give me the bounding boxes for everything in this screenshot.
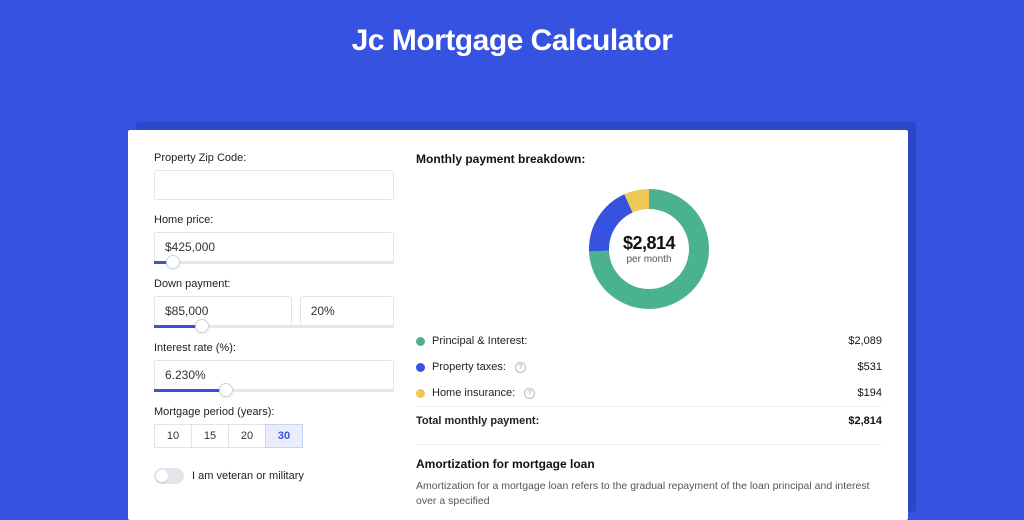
down-payment-percent-input[interactable] bbox=[300, 296, 394, 326]
interest-rate-field: Interest rate (%): bbox=[154, 342, 394, 392]
down-payment-amount-input[interactable] bbox=[154, 296, 292, 326]
down-payment-slider[interactable] bbox=[154, 325, 394, 328]
payment-donut-chart: $2,814 per month bbox=[584, 184, 714, 314]
legend-dot bbox=[416, 337, 425, 346]
legend-label: Home insurance: bbox=[432, 387, 515, 399]
slider-thumb[interactable] bbox=[219, 383, 233, 397]
home-price-label: Home price: bbox=[154, 214, 394, 226]
calculator-card: Property Zip Code: Home price: Down paym… bbox=[128, 130, 908, 520]
legend-dot bbox=[416, 363, 425, 372]
info-icon[interactable]: ? bbox=[524, 388, 535, 399]
legend-row: Property taxes:? $531 bbox=[416, 354, 882, 380]
zip-field: Property Zip Code: bbox=[154, 152, 394, 200]
period-option-20[interactable]: 20 bbox=[228, 424, 266, 448]
breakdown-column: Monthly payment breakdown: $2,814 per mo… bbox=[416, 152, 882, 498]
interest-rate-input[interactable] bbox=[154, 360, 394, 390]
veteran-toggle-row: I am veteran or military bbox=[154, 468, 394, 484]
legend-dot bbox=[416, 389, 425, 398]
legend-value: $194 bbox=[858, 387, 882, 399]
page-title: Jc Mortgage Calculator bbox=[0, 0, 1024, 78]
amortization-section: Amortization for mortgage loan Amortizat… bbox=[416, 444, 882, 509]
amortization-text: Amortization for a mortgage loan refers … bbox=[416, 479, 882, 509]
legend-label: Property taxes: bbox=[432, 361, 506, 373]
slider-thumb[interactable] bbox=[166, 255, 180, 269]
interest-rate-label: Interest rate (%): bbox=[154, 342, 394, 354]
down-payment-label: Down payment: bbox=[154, 278, 394, 290]
mortgage-period-field: Mortgage period (years): 10152030 bbox=[154, 406, 394, 448]
veteran-label: I am veteran or military bbox=[192, 470, 304, 482]
home-price-field: Home price: bbox=[154, 214, 394, 264]
interest-rate-slider[interactable] bbox=[154, 389, 394, 392]
total-value: $2,814 bbox=[848, 415, 882, 427]
total-label: Total monthly payment: bbox=[416, 415, 539, 427]
down-payment-field: Down payment: bbox=[154, 278, 394, 328]
zip-label: Property Zip Code: bbox=[154, 152, 394, 164]
legend-label: Principal & Interest: bbox=[432, 335, 527, 347]
toggle-knob bbox=[156, 470, 168, 482]
form-column: Property Zip Code: Home price: Down paym… bbox=[154, 152, 394, 498]
legend-row: Principal & Interest: $2,089 bbox=[416, 328, 882, 354]
donut-sublabel: per month bbox=[626, 254, 671, 265]
donut-amount: $2,814 bbox=[623, 233, 675, 254]
legend-value: $2,089 bbox=[848, 335, 882, 347]
slider-thumb[interactable] bbox=[195, 319, 209, 333]
legend-row: Home insurance:? $194 bbox=[416, 380, 882, 406]
home-price-slider[interactable] bbox=[154, 261, 394, 264]
donut-wrap: $2,814 per month bbox=[416, 176, 882, 328]
zip-input[interactable] bbox=[154, 170, 394, 200]
period-option-15[interactable]: 15 bbox=[191, 424, 229, 448]
legend-total-row: Total monthly payment: $2,814 bbox=[416, 406, 882, 434]
period-option-30[interactable]: 30 bbox=[265, 424, 303, 448]
amortization-title: Amortization for mortgage loan bbox=[416, 457, 882, 471]
info-icon[interactable]: ? bbox=[515, 362, 526, 373]
veteran-toggle[interactable] bbox=[154, 468, 184, 484]
home-price-input[interactable] bbox=[154, 232, 394, 262]
period-option-10[interactable]: 10 bbox=[154, 424, 192, 448]
legend-value: $531 bbox=[858, 361, 882, 373]
breakdown-header: Monthly payment breakdown: bbox=[416, 152, 882, 166]
mortgage-period-label: Mortgage period (years): bbox=[154, 406, 394, 418]
